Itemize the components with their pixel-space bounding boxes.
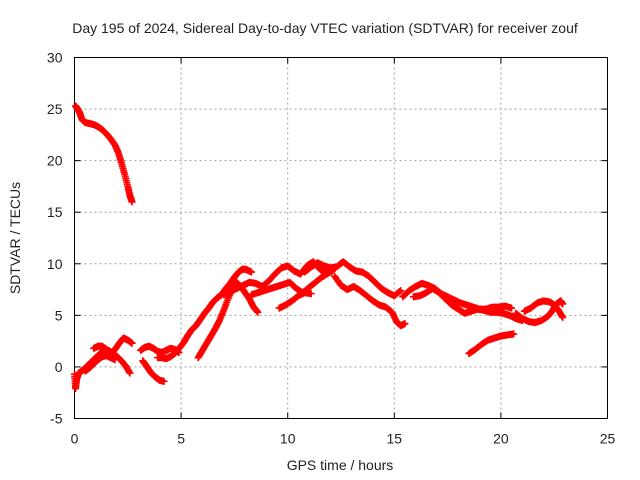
data-point [111,356,119,364]
data-point [160,377,168,385]
x-tick-label: 15 [387,431,403,447]
data-point [508,304,516,312]
data-point [128,339,136,347]
y-tick-label: 0 [55,359,63,375]
series-track-6 [139,357,168,385]
data-point [510,330,518,338]
series-track-7 [154,265,255,363]
data-point [254,308,262,316]
chart-title: Day 195 of 2024, Sidereal Day-to-day VTE… [72,20,578,36]
x-tick-label: 25 [600,431,616,447]
series-track-12 [301,258,405,300]
x-tick-label: 5 [177,431,185,447]
y-tick-label: 25 [47,101,63,117]
data-point [307,290,315,298]
data-points [71,102,567,393]
y-tick-label: 30 [47,50,63,66]
y-tick-label: 15 [47,204,63,220]
series-track-13 [331,272,409,330]
series-track-11 [275,289,315,312]
series-track-1 [72,102,136,206]
data-point [324,269,332,277]
y-axis-label: SDTVAR / TECUs [7,182,23,294]
series-track-4 [90,334,136,358]
y-tick-label: 20 [47,153,63,169]
x-tick-label: 20 [493,431,509,447]
x-tick-label: 0 [71,431,79,447]
series-track-18 [520,297,567,321]
series-track-16 [465,330,518,358]
data-point [559,300,567,308]
data-point [247,268,255,276]
axis-ticks: 0 5 10 15 20 25 -5 0 5 10 15 20 25 30 [47,50,616,447]
data-point [397,287,405,295]
y-tick-label: -5 [50,411,63,427]
data-point [128,198,136,206]
series-track-15 [409,285,526,325]
y-tick-label: 5 [55,307,63,323]
data-point [396,287,404,295]
data-point [559,313,567,321]
grid-lines [74,57,608,419]
plot-frame [74,57,608,419]
data-point [126,369,134,377]
x-axis-label: GPS time / hours [287,457,394,473]
x-tick-label: 10 [280,431,296,447]
data-point [401,320,409,328]
y-tick-label: 10 [47,256,63,272]
